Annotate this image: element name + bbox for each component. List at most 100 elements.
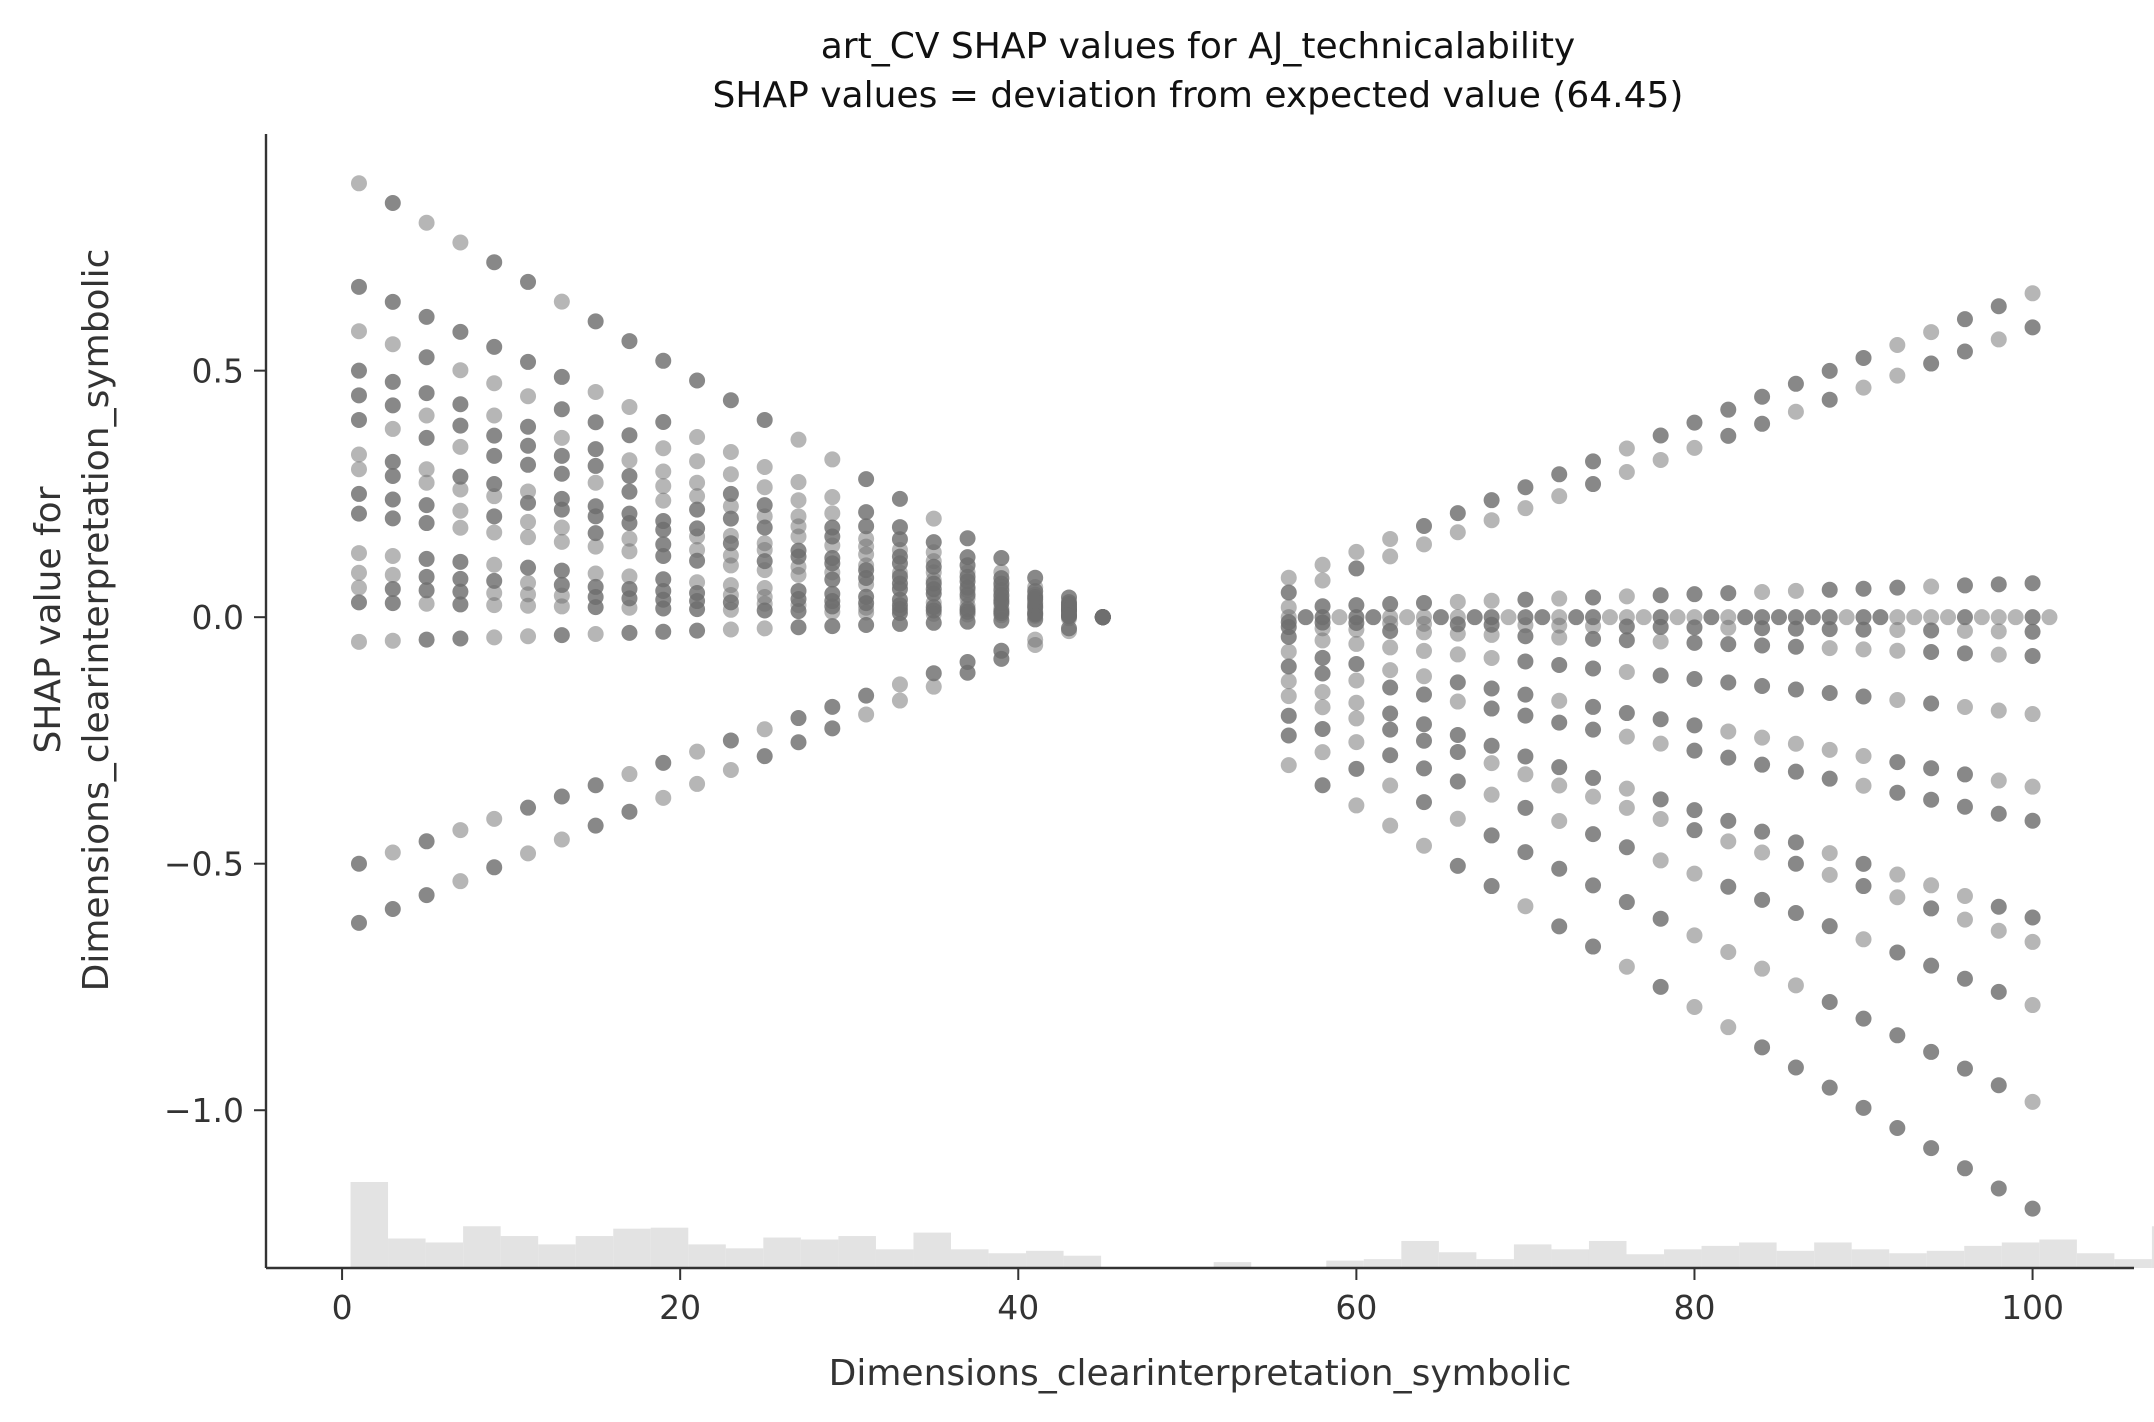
scatter-point — [2024, 909, 2041, 926]
scatter-point — [1314, 684, 1331, 701]
scatter-point — [553, 447, 570, 464]
histogram-bar — [950, 1249, 989, 1268]
histogram-bar — [1401, 1240, 1439, 1268]
x-tick-label: 0 — [332, 1288, 353, 1327]
scatter-point — [1787, 834, 1804, 851]
scatter-point — [1432, 609, 1449, 626]
scatter-point — [1821, 609, 1838, 626]
scatter-point — [722, 392, 739, 409]
scatter-point — [1652, 609, 1669, 626]
scatter-point — [1821, 685, 1838, 702]
scatter-point — [1956, 699, 1973, 716]
scatter-point — [1923, 791, 1940, 808]
scatter-point — [1348, 597, 1365, 614]
scatter-point — [1923, 609, 1940, 626]
scatter-point — [689, 372, 706, 389]
scatter-point — [790, 474, 807, 491]
scatter-point — [1483, 609, 1500, 626]
scatter-point — [1585, 589, 1602, 606]
chart-subtitle: SHAP values = deviation from expected va… — [713, 75, 1684, 116]
scatter-point — [350, 564, 367, 581]
scatter-point — [1754, 637, 1771, 654]
scatter-point — [1686, 717, 1703, 734]
scatter-point — [1382, 548, 1399, 565]
scatter-point — [621, 452, 638, 469]
scatter-point — [1415, 642, 1432, 659]
scatter-point — [1618, 894, 1635, 911]
scatter-point — [1585, 609, 1602, 626]
scatter-point — [1348, 797, 1365, 814]
scatter-point — [1348, 635, 1365, 652]
scatter-point — [1466, 609, 1483, 626]
scatter-point — [1483, 737, 1500, 754]
scatter-point — [452, 502, 469, 519]
scatter-point — [1787, 905, 1804, 922]
scatter-point — [858, 617, 875, 634]
scatter-point — [1923, 1140, 1940, 1157]
scatter-point — [520, 597, 537, 614]
scatter-point — [891, 615, 908, 632]
scatter-point — [655, 600, 672, 617]
scatter-point — [1923, 695, 1940, 712]
scatter-point — [452, 553, 469, 570]
scatter-point — [1821, 1079, 1838, 1096]
scatter-point — [1449, 810, 1466, 827]
scatter-point — [553, 368, 570, 385]
scatter-point — [2024, 319, 2041, 336]
scatter-point — [1686, 999, 1703, 1016]
scatter-point — [824, 505, 841, 522]
scatter-point — [1923, 957, 1940, 974]
scatter-point — [1889, 784, 1906, 801]
scatter-point — [2024, 997, 2041, 1014]
scatter-point — [790, 492, 807, 509]
scatter-point — [1720, 749, 1737, 766]
scatter-point — [1382, 639, 1399, 656]
scatter-point — [1517, 609, 1534, 626]
scatter-point — [418, 497, 435, 514]
scatter-point — [1618, 588, 1635, 605]
feature-histogram — [350, 1182, 2154, 1268]
scatter-point — [824, 698, 841, 715]
chart-title: art_CV SHAP values for AJ_technicalabili… — [821, 26, 1576, 67]
scatter-point — [1280, 727, 1297, 744]
scatter-point — [925, 510, 942, 527]
scatter-point — [1787, 582, 1804, 599]
histogram-bar — [1626, 1254, 1665, 1268]
scatter-point — [1534, 609, 1551, 626]
scatter-point — [1314, 665, 1331, 682]
scatter-point — [1889, 609, 1906, 626]
scatter-point — [1618, 440, 1635, 457]
scatter-point — [1348, 760, 1365, 777]
scatter-point — [1415, 668, 1432, 685]
scatter-point — [1551, 656, 1568, 673]
scatter-point — [1923, 355, 1940, 372]
scatter-point — [1365, 609, 1382, 626]
scatter-point — [1720, 636, 1737, 653]
scatter-point — [1686, 414, 1703, 431]
scatter-point — [1889, 642, 1906, 659]
scatter-point — [722, 466, 739, 483]
scatter-point — [1551, 629, 1568, 646]
scatter-point — [655, 623, 672, 640]
scatter-point — [1415, 686, 1432, 703]
x-tick-label: 20 — [659, 1288, 701, 1327]
scatter-point — [418, 833, 435, 850]
scatter-point — [553, 293, 570, 310]
scatter-point — [959, 530, 976, 547]
scatter-point — [1990, 331, 2007, 348]
scatter-point — [1652, 791, 1669, 808]
histogram-bar — [1476, 1259, 1514, 1268]
scatter-point — [1415, 716, 1432, 733]
scatter-point — [722, 557, 739, 574]
histogram-bar — [2151, 1226, 2154, 1268]
scatter-point — [553, 562, 570, 579]
scatter-point — [1720, 609, 1737, 626]
scatter-point — [925, 678, 942, 695]
histogram-bar — [2039, 1239, 2077, 1268]
scatter-point — [756, 479, 773, 496]
scatter-point — [1754, 960, 1771, 977]
scatter-point — [1652, 735, 1669, 752]
scatter-point — [520, 456, 537, 473]
scatter-point — [350, 633, 367, 650]
scatter-point — [553, 501, 570, 518]
